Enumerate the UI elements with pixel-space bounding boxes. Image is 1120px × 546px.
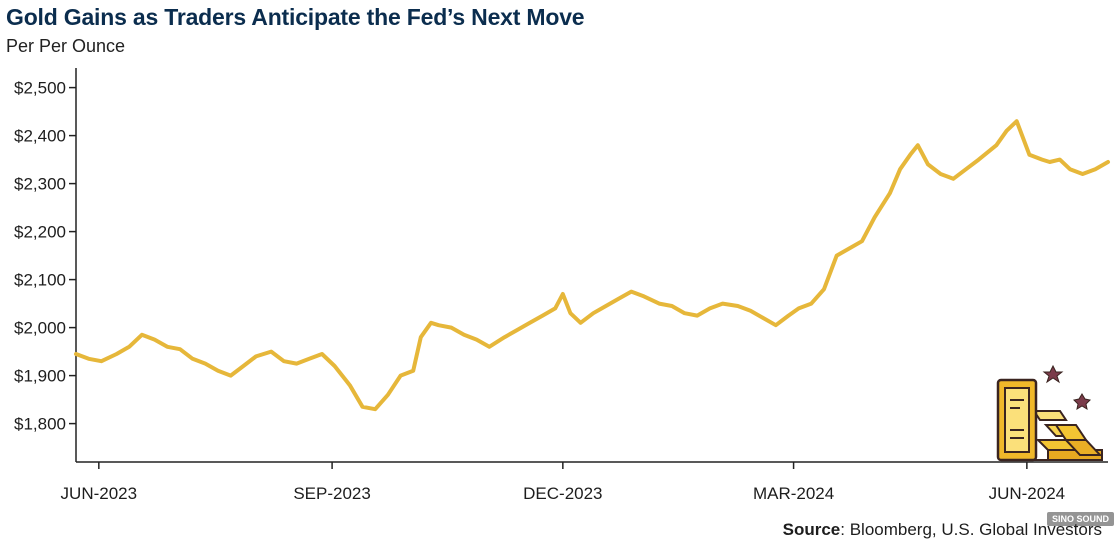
y-tick-label: $2,200: [14, 223, 66, 242]
x-tick-label: SEP-2023: [293, 484, 371, 503]
chart-subtitle: Per Per Ounce: [6, 36, 126, 56]
gold-price-line: [74, 119, 1110, 412]
y-axis: $1,800 $1,900 $2,000 $2,100 $2,200 $2,300 $2,4…: [14, 68, 77, 462]
watermark-logo: SINO SOUND: [1046, 512, 1114, 526]
y-tick-label: $1,800: [14, 415, 66, 434]
chart-title: Gold Gains as Traders Anticipate the Fed…: [6, 4, 585, 30]
gold-bars-icon: [996, 364, 1103, 462]
plot-area: [74, 119, 1110, 412]
y-tick-label: $2,300: [14, 175, 66, 194]
x-tick-label: JUN-2024: [989, 484, 1066, 503]
source-label: Source: [782, 520, 841, 539]
y-tick-label: $2,100: [14, 271, 66, 290]
x-tick-label: DEC-2023: [523, 484, 602, 503]
x-axis: JUN-2023 SEP-2023 DEC-2023 MAR-2024 JUN-2024: [61, 461, 1108, 503]
y-tick-label: $1,900: [14, 367, 66, 386]
x-tick-label: JUN-2023: [61, 484, 138, 503]
source-text: : Bloomberg, U.S. Global Investors: [840, 520, 1102, 539]
y-tick-label: $2,400: [14, 127, 66, 146]
x-tick-label: MAR-2024: [753, 484, 834, 503]
y-tick-label: $2,500: [14, 79, 66, 98]
source-note: Source: Bloomberg, U.S. Global Investors: [783, 520, 1102, 540]
y-tick-label: $2,000: [14, 319, 66, 338]
